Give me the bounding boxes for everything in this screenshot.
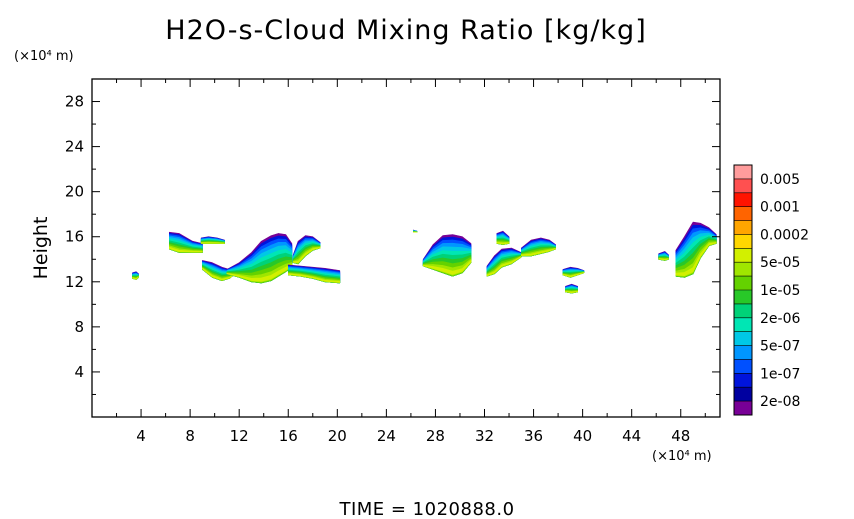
x-tick-label: 36 xyxy=(524,427,543,445)
cloud-cell xyxy=(496,230,510,245)
colorbar-swatch xyxy=(734,317,752,332)
cloud-layer xyxy=(562,272,585,278)
time-footer: TIME = 1020888.0 xyxy=(338,499,514,519)
x-tick-label: 12 xyxy=(230,427,249,445)
y-tick-label: 4 xyxy=(74,363,84,381)
cloud-cell xyxy=(202,260,237,282)
cloud-cell xyxy=(520,237,556,257)
cloud-cell xyxy=(169,231,203,253)
colorbar-swatch xyxy=(734,206,752,221)
chart-title: H2O-s-Cloud Mixing Ratio [kg/kg] xyxy=(165,15,646,46)
cloud-cell xyxy=(658,251,669,261)
colorbar-label: 2e-06 xyxy=(760,311,800,327)
colorbar-swatch xyxy=(734,192,752,207)
y-tick-label: 20 xyxy=(65,183,84,201)
cloud-cell xyxy=(486,247,522,277)
cloud-layer xyxy=(200,242,225,244)
x-tick-label: 40 xyxy=(573,427,592,445)
colorbar-label: 0.005 xyxy=(760,172,800,188)
y-axis-label: Height xyxy=(30,217,52,280)
cloud-cell xyxy=(226,233,293,284)
colorbar-swatch xyxy=(734,234,752,249)
colorbar-swatch xyxy=(734,262,752,277)
y-tick-label: 12 xyxy=(65,273,84,291)
cloud-layer xyxy=(422,259,472,275)
x-tick-label: 4 xyxy=(136,427,146,445)
colorbar-label: 0.0002 xyxy=(760,227,809,243)
cloud-cell xyxy=(565,283,579,294)
colorbar-label: 2e-08 xyxy=(760,394,800,410)
colorbar-swatch xyxy=(734,303,752,319)
colorbar-label: 1e-05 xyxy=(760,283,800,299)
cloud-cell xyxy=(292,235,321,265)
x-tick-label: 20 xyxy=(328,427,347,445)
colorbar-label: 1e-07 xyxy=(760,366,800,382)
y-tick-label: 28 xyxy=(65,93,84,111)
cloud-layer xyxy=(169,246,203,253)
cloud-layer xyxy=(292,247,321,264)
cloud-cell xyxy=(132,271,139,280)
cloud-layer xyxy=(287,273,341,283)
y-tick-label: 24 xyxy=(65,138,84,156)
cloud-layer xyxy=(486,256,522,277)
cloud-layer xyxy=(496,242,510,245)
y-unit-label: (×10⁴ m) xyxy=(14,49,74,64)
y-tick-label: 8 xyxy=(74,318,84,336)
colorbar-label: 5e-05 xyxy=(760,255,800,271)
x-tick-label: 28 xyxy=(426,427,445,445)
cloud-cell xyxy=(413,229,418,233)
colorbar-swatch xyxy=(734,165,752,180)
colorbar-swatch xyxy=(734,373,752,388)
colorbar-swatch xyxy=(734,401,752,416)
cloud-layer xyxy=(132,276,139,280)
cloud-layer xyxy=(565,290,579,294)
colorbar-swatch xyxy=(734,387,752,402)
colorbar-swatch xyxy=(734,290,752,305)
x-tick-label: 48 xyxy=(671,427,690,445)
colorbar-swatch xyxy=(734,248,752,263)
colorbar-label: 0.001 xyxy=(760,200,800,216)
cloud-cell xyxy=(287,264,341,284)
colorbar-swatch xyxy=(734,220,752,235)
y-tick-label: 16 xyxy=(65,228,84,246)
cloud-layer xyxy=(658,258,669,261)
cloud-layer xyxy=(675,242,717,277)
colorbar-swatch xyxy=(734,178,752,194)
colorbar-swatch xyxy=(734,345,752,360)
cloud-cell xyxy=(422,234,472,277)
colorbar-swatch xyxy=(734,331,752,346)
x-tick-label: 24 xyxy=(377,427,396,445)
cloud-cell xyxy=(562,266,585,278)
cloud-cell xyxy=(200,236,225,244)
x-unit-label: (×10⁴ m) xyxy=(652,449,712,464)
colorbar-label: 5e-07 xyxy=(760,339,800,355)
cloud-cell xyxy=(675,221,717,278)
x-tick-label: 44 xyxy=(622,427,641,445)
x-tick-label: 32 xyxy=(475,427,494,445)
cloud-field xyxy=(132,221,717,294)
cloud-layer xyxy=(520,248,556,256)
colorbar-swatch xyxy=(734,359,752,374)
x-tick-label: 16 xyxy=(279,427,298,445)
x-tick-label: 8 xyxy=(185,427,195,445)
colorbar: 0.005 0.001 0.0002 5e-05 1e-05 2e-06 5e-07 1e-0… xyxy=(733,164,809,416)
plot-frame xyxy=(91,78,721,418)
colorbar-swatch xyxy=(734,276,752,291)
